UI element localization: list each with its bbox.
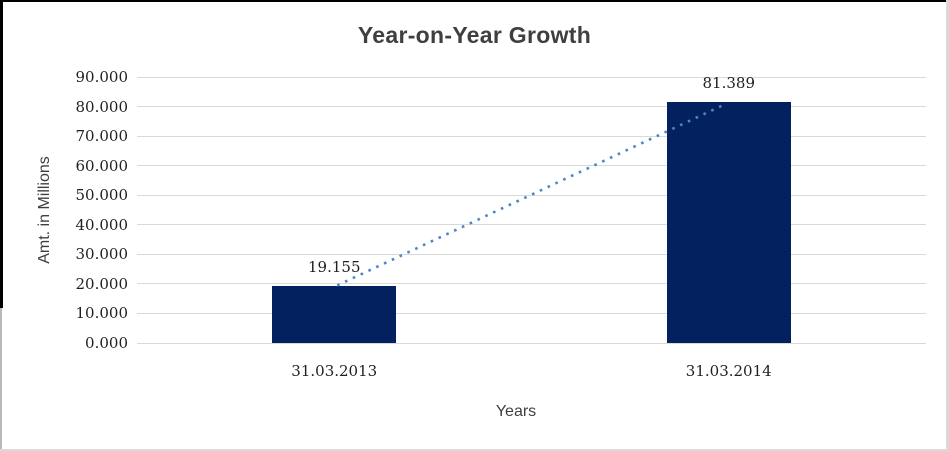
gridline <box>137 283 926 285</box>
gridline <box>137 253 926 255</box>
gridline <box>137 342 926 344</box>
frame-border-left-lower <box>0 308 2 451</box>
frame-border-bottom <box>0 449 949 451</box>
plot-area: 19.155 81.389 <box>137 74 926 344</box>
gridline <box>137 106 926 108</box>
gridline <box>137 194 926 196</box>
frame-border-right <box>946 0 949 451</box>
data-label: 19.155 <box>308 258 361 277</box>
y-tick-label: 10.000 <box>75 304 129 323</box>
y-tick-label: 20.000 <box>75 274 129 293</box>
y-tick-label: 30.000 <box>75 245 129 264</box>
chart-title: Year-on-Year Growth <box>357 22 592 48</box>
x-category-label: 31.03.2013 <box>291 362 378 380</box>
frame-border-left <box>0 0 3 308</box>
y-tick-label: 0.000 <box>85 334 128 352</box>
gridline <box>137 165 926 167</box>
y-tick-label: 50.000 <box>75 186 129 205</box>
gridline <box>137 224 926 226</box>
y-tick-label: 90.000 <box>75 68 129 86</box>
y-tick-label: 80.000 <box>75 97 129 116</box>
x-category-label: 31.03.2014 <box>685 362 772 380</box>
frame-border-top <box>0 0 949 2</box>
y-tick-label: 40.000 <box>75 215 129 234</box>
trendline <box>336 102 728 287</box>
y-tick-label: 70.000 <box>75 127 129 146</box>
bar-31.03.2013 <box>272 286 397 343</box>
x-axis-title: Years <box>495 403 537 420</box>
bar-31.03.2014 <box>666 102 791 343</box>
gridline <box>137 135 926 137</box>
gridline <box>137 76 926 78</box>
gridline <box>137 312 926 314</box>
data-label: 81.389 <box>702 74 756 93</box>
y-tick-label: 60.000 <box>75 156 129 175</box>
